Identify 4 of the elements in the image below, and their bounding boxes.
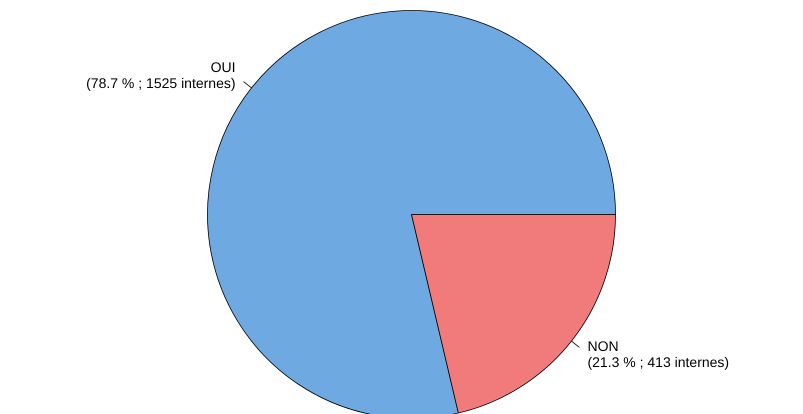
data-label: (21.3 % ; 413 internes) xyxy=(587,354,730,370)
slice-label: NON xyxy=(587,338,619,354)
slice-label: OUI xyxy=(210,59,236,76)
data-label: (78.7 % ; 1525 internes) xyxy=(86,75,236,92)
